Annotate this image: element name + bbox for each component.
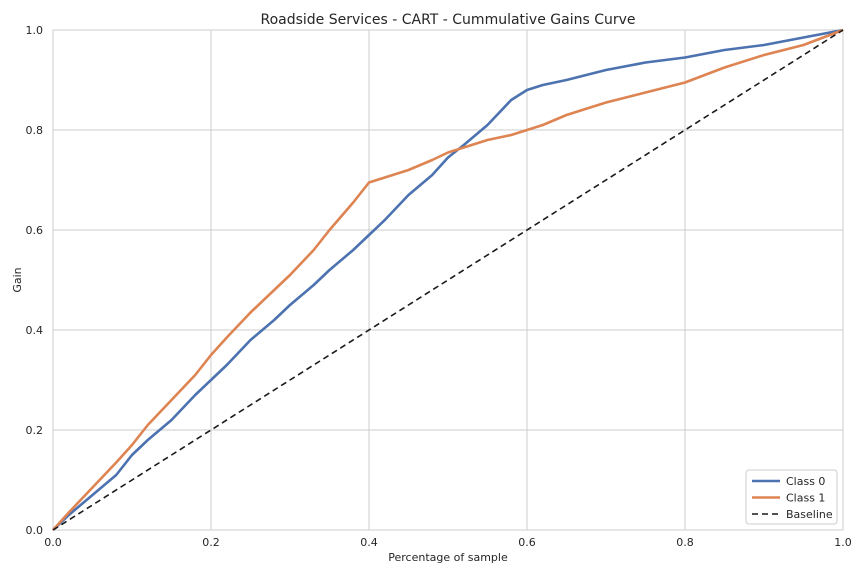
y-tick-label: 1.0 (26, 24, 44, 37)
x-axis-label: Percentage of sample (388, 551, 508, 564)
x-tick-label: 0.6 (518, 536, 536, 549)
series-line-class-0 (52, 28, 844, 531)
legend-box (745, 469, 838, 525)
x-tick-label: 1.0 (834, 536, 852, 549)
x-tick-label: 0.8 (676, 536, 694, 549)
y-axis-label: Gain (11, 267, 24, 292)
x-tick-labels: 0.0 0.2 0.4 0.6 0.8 1.0 (44, 536, 852, 549)
legend: Class 0 Class 1 Baseline (745, 469, 838, 525)
plot-frame (52, 29, 844, 531)
series-lines (52, 28, 844, 531)
series-line-baseline (52, 29, 844, 531)
x-tick-label: 0.0 (44, 536, 62, 549)
series-line-class-1 (52, 28, 844, 531)
y-tick-label: 0.2 (26, 424, 44, 437)
legend-label-class-0: Class 0 (786, 475, 825, 488)
x-tick-label: 0.4 (360, 536, 378, 549)
chart-title: Roadside Services - CART - Cummulative G… (260, 12, 635, 28)
y-tick-label: 0.4 (26, 324, 44, 337)
legend-label-baseline: Baseline (786, 508, 833, 521)
y-tick-labels: 0.0 0.2 0.4 0.6 0.8 1.0 (26, 24, 44, 537)
y-tick-label: 0.6 (26, 224, 44, 237)
y-tick-label: 0.8 (26, 124, 44, 137)
legend-label-class-1: Class 1 (786, 492, 825, 505)
y-tick-label: 0.0 (26, 524, 44, 537)
x-tick-label: 0.2 (202, 536, 220, 549)
